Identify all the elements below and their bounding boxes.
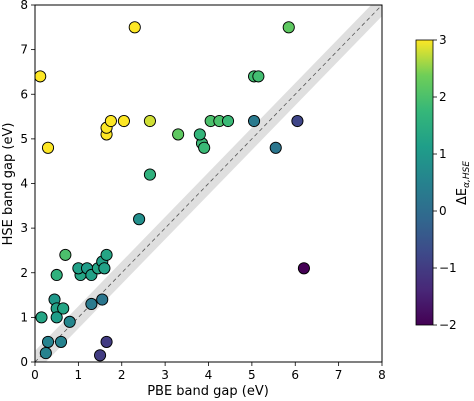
x-tick-label: 1 <box>75 368 83 382</box>
data-point <box>98 262 111 275</box>
data-point <box>85 297 98 311</box>
data-point <box>221 114 235 128</box>
y-tick-label: 2 <box>20 266 28 280</box>
y-tick-label: 5 <box>20 132 28 146</box>
data-point <box>143 168 156 181</box>
data-point <box>172 128 185 141</box>
colorbar-tick-label: −1 <box>439 261 457 275</box>
reference-line <box>35 5 382 362</box>
colorbar: 3 2 1 0 −1 −2 ΔEα,HSE <box>415 33 472 332</box>
x-axis: 0 1 2 3 4 5 6 7 8 <box>31 362 386 382</box>
y-axis-label: HSE band gap (eV) <box>1 123 16 246</box>
data-point <box>41 335 55 348</box>
data-point <box>59 248 72 261</box>
data-point <box>291 114 304 128</box>
data-point <box>96 293 109 306</box>
colorbar-tick-label: −2 <box>439 318 457 332</box>
x-tick-label: 3 <box>161 368 169 382</box>
x-tick-label: 8 <box>378 368 386 382</box>
data-point <box>35 70 47 83</box>
y-tick-label: 1 <box>20 310 28 324</box>
data-point <box>94 349 107 362</box>
plot-area <box>34 4 383 363</box>
data-point <box>128 21 141 34</box>
data-point <box>50 268 63 282</box>
data-point <box>35 311 48 324</box>
data-point <box>117 114 130 128</box>
data-point <box>41 141 55 154</box>
data-point <box>50 311 63 324</box>
y-tick-label: 8 <box>20 0 28 12</box>
y-axis: 0 1 2 3 4 5 6 7 8 <box>20 0 35 369</box>
data-point <box>39 347 52 360</box>
y-tick-label: 7 <box>20 43 28 57</box>
data-point <box>133 213 146 226</box>
data-point <box>193 128 206 141</box>
colorbar-tick-label: 2 <box>439 90 447 104</box>
colorbar-tick-label: 3 <box>439 33 447 47</box>
x-tick-label: 4 <box>205 368 213 382</box>
data-point <box>269 141 282 154</box>
y-tick-label: 0 <box>20 355 28 369</box>
data-point <box>247 114 261 128</box>
x-tick-label: 5 <box>248 368 256 382</box>
data-point <box>63 315 76 328</box>
data-point <box>282 21 295 34</box>
x-axis-label: PBE band gap (eV) <box>147 384 269 399</box>
data-point <box>297 262 310 275</box>
data-point <box>104 114 117 128</box>
x-tick-label: 7 <box>335 368 343 382</box>
y-tick-label: 4 <box>20 177 28 191</box>
data-point <box>100 248 113 261</box>
data-point <box>143 114 156 128</box>
data-point <box>252 70 265 83</box>
y-tick-label: 6 <box>20 87 28 101</box>
reference-band <box>35 5 382 362</box>
colorbar-gradient <box>415 39 434 326</box>
x-tick-label: 6 <box>291 368 299 382</box>
x-tick-label: 0 <box>31 368 39 382</box>
data-point <box>198 141 211 154</box>
colorbar-label: ΔEα,HSE <box>455 161 472 205</box>
data-point <box>57 302 70 315</box>
colorbar-tick-label: 0 <box>439 204 447 218</box>
colorbar-tick-label: 1 <box>439 147 447 161</box>
data-point <box>100 335 113 348</box>
y-tick-label: 3 <box>20 221 28 235</box>
x-tick-label: 2 <box>118 368 126 382</box>
data-point <box>54 335 68 348</box>
